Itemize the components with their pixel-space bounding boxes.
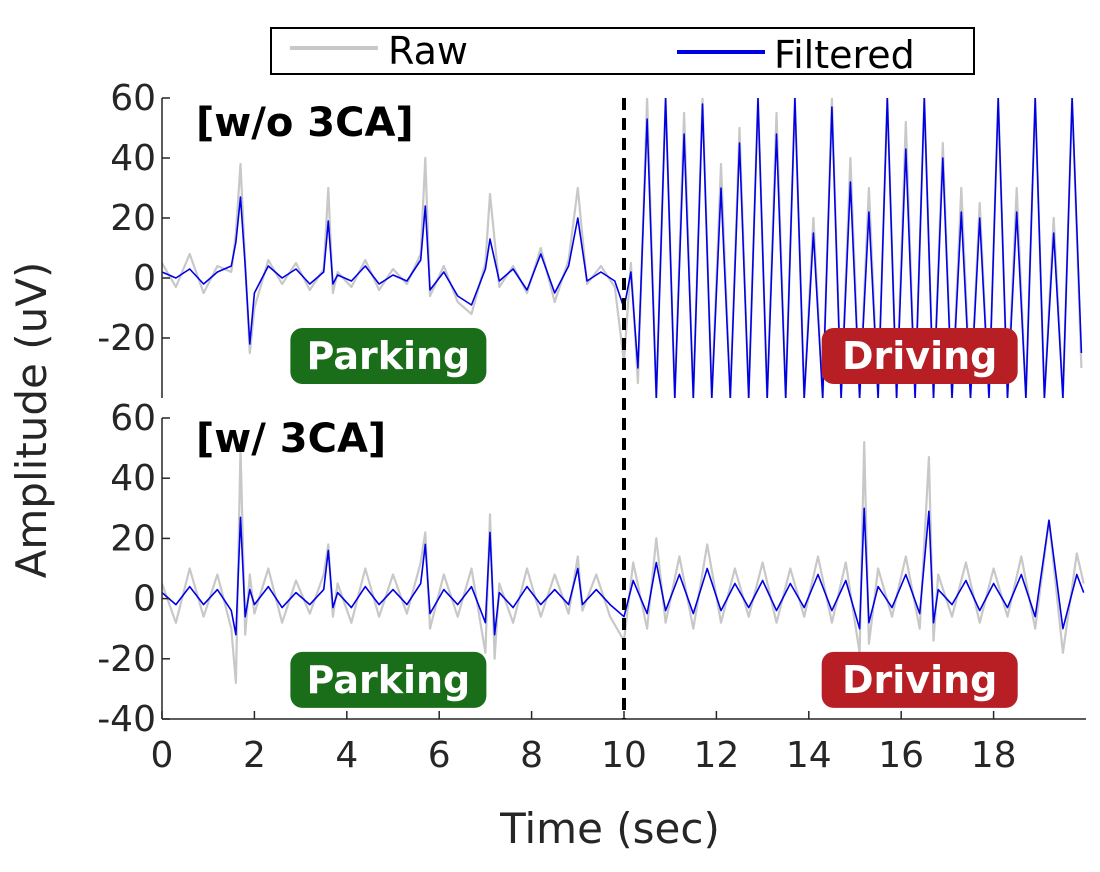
top-y-tick-label: 20 xyxy=(110,198,156,239)
x-tick-label: 6 xyxy=(428,735,451,776)
bottom-parking-badge-label: Parking xyxy=(306,658,470,702)
x-axis: 0 2 4 6 8 10 12 14 16 18 xyxy=(151,711,1086,776)
x-tick-label: 18 xyxy=(971,735,1017,776)
top-y-tick-label: 60 xyxy=(110,78,156,119)
top-parking-badge xyxy=(290,328,487,384)
legend-raw-label: Raw xyxy=(388,29,468,73)
top-driving-badge xyxy=(821,328,1018,384)
x-axis-title: Time (sec) xyxy=(499,804,720,853)
bottom-y-tick-label: 0 xyxy=(133,579,156,620)
x-tick-label: 10 xyxy=(601,735,647,776)
bottom-parking-badge xyxy=(290,651,487,708)
bottom-raw-series-line xyxy=(162,441,1085,685)
bottom-y-tick-label: 40 xyxy=(110,458,156,499)
legend-filtered-label: Filtered xyxy=(774,33,915,77)
top-filtered-series-line xyxy=(162,98,1083,398)
bottom-panel: 60 40 20 0 -20 -40 [w/ 3CA] Parking Driving xyxy=(97,398,1085,740)
top-parking-badge-label: Parking xyxy=(306,334,470,378)
top-y-tick-label: 40 xyxy=(110,138,156,179)
bottom-y-tick-label: 60 xyxy=(110,398,156,439)
top-y-tick-label: -20 xyxy=(97,318,156,359)
x-tick-label: 14 xyxy=(786,735,832,776)
bottom-y-tick-label: -20 xyxy=(97,639,156,680)
bottom-filtered-series-line xyxy=(162,507,1085,636)
x-tick-label: 8 xyxy=(520,735,543,776)
bottom-driving-badge xyxy=(821,651,1018,708)
x-tick-label: 0 xyxy=(151,735,174,776)
x-tick-label: 4 xyxy=(335,735,358,776)
bottom-y-tick-label: -40 xyxy=(97,699,156,740)
bottom-panel-title: [w/ 3CA] xyxy=(196,416,386,462)
legend: Raw Filtered xyxy=(270,27,975,77)
x-tick-label: 16 xyxy=(878,735,924,776)
top-panel: 60 40 20 0 -20 [w/o 3CA] Parking Driving xyxy=(97,78,1083,398)
x-tick-label: 12 xyxy=(693,735,739,776)
legend-box xyxy=(270,27,975,75)
bottom-y-tick-label: 20 xyxy=(110,518,156,559)
top-panel-title: [w/o 3CA] xyxy=(196,100,414,146)
top-driving-badge-label: Driving xyxy=(842,334,997,378)
x-tick-label: 2 xyxy=(243,735,266,776)
y-axis-title: Amplitude (uV) xyxy=(7,262,56,579)
top-y-tick-label: 0 xyxy=(133,258,156,299)
bottom-driving-badge-label: Driving xyxy=(842,658,997,702)
